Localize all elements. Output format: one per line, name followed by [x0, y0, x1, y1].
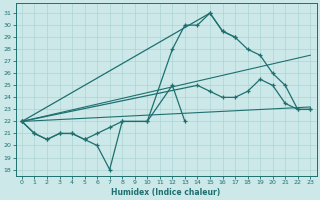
X-axis label: Humidex (Indice chaleur): Humidex (Indice chaleur): [111, 188, 221, 197]
